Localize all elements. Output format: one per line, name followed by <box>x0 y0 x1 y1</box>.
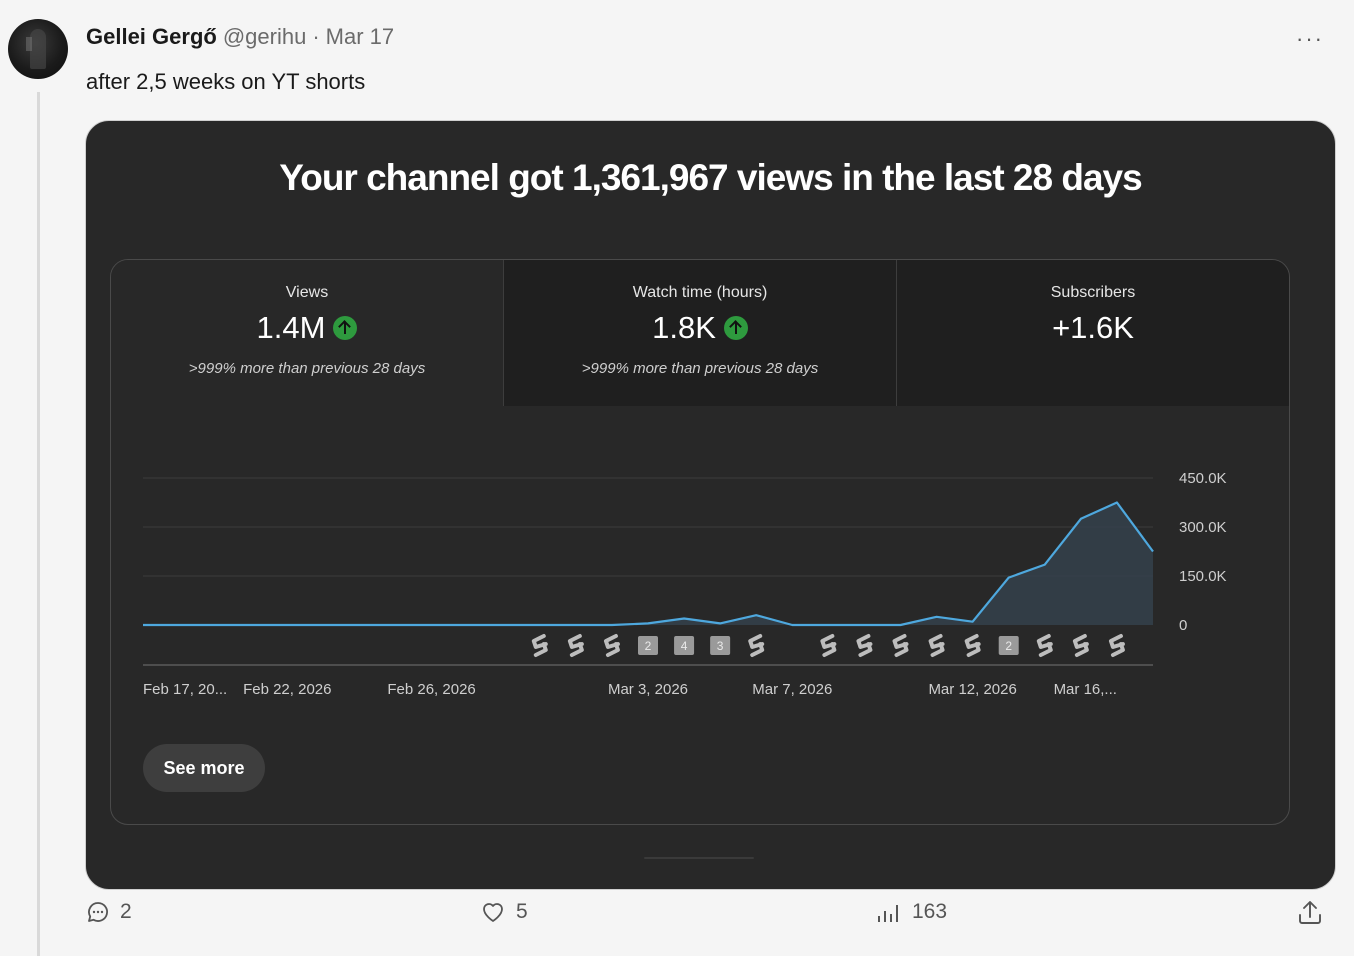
comment-icon <box>88 902 108 922</box>
y-tick-label: 150.0K <box>1179 568 1227 585</box>
view-count: 163 <box>912 900 948 923</box>
trend-up-icon <box>723 316 748 340</box>
stat-value: 1.4M <box>111 310 503 346</box>
stat-label: Subscribers <box>1050 284 1136 301</box>
shorts-icon <box>748 634 765 657</box>
views-action[interactable]: 163 <box>876 900 947 924</box>
stats-row: Views 1.4M >999% more than previous 28 d… <box>111 260 1289 406</box>
x-tick-label: Mar 16,... <box>1054 681 1117 698</box>
shorts-icon <box>928 634 945 657</box>
like-count: 5 <box>516 900 528 923</box>
stat-label: Views <box>285 284 329 301</box>
shorts-icon <box>892 634 909 657</box>
see-more-button[interactable]: See more <box>143 744 265 792</box>
header-separator: · <box>312 24 320 49</box>
y-tick-label: 0 <box>1179 617 1187 634</box>
views-chart: 0 150.0K 300.0K 450.0K 2 4 3 2 Feb 17, 20... Feb … <box>143 470 1227 698</box>
reply-action[interactable]: 2 <box>86 900 132 924</box>
shorts-icon <box>1108 634 1125 657</box>
upload-count-marker <box>638 636 658 655</box>
bar-chart-icon <box>878 905 898 922</box>
stat-value: 1.8K <box>504 310 896 346</box>
shorts-icon <box>820 634 837 657</box>
y-tick-label: 450.0K <box>1179 470 1227 487</box>
share-icon <box>1299 901 1321 924</box>
upload-count-label: 3 <box>717 639 724 653</box>
avatar[interactable] <box>8 19 68 79</box>
upload-count-marker <box>710 636 731 655</box>
stat-value: +1.6K <box>897 310 1289 346</box>
heart-icon <box>483 903 503 922</box>
shorts-icon <box>603 634 620 657</box>
share-action[interactable] <box>1297 900 1323 926</box>
stat-watch-time[interactable]: Watch time (hours) 1.8K >999% more than … <box>504 260 897 406</box>
thread-line <box>37 92 40 956</box>
upload-count-marker <box>998 636 1019 655</box>
post-date[interactable]: Mar 17 <box>325 24 395 49</box>
shorts-icon <box>1036 634 1053 657</box>
shorts-icon <box>964 634 981 657</box>
scroll-indicator <box>644 857 754 859</box>
shorts-icon <box>531 634 548 657</box>
series-area <box>143 502 1153 625</box>
reply-count: 2 <box>120 900 132 923</box>
x-tick-label: Mar 3, 2026 <box>608 681 688 698</box>
x-tick-label: Feb 26, 2026 <box>387 681 475 698</box>
x-tick-label: Mar 12, 2026 <box>928 681 1016 698</box>
post-text: after 2,5 weeks on YT shorts <box>86 69 366 94</box>
post-actions: 2 5 163 <box>0 900 1354 936</box>
trend-up-icon <box>333 316 358 340</box>
shorts-icon <box>856 634 873 657</box>
upload-count-marker <box>674 636 695 655</box>
stat-number: 1.4M <box>256 310 326 345</box>
author-name[interactable]: Gellei Gergő <box>86 24 217 49</box>
more-options-icon[interactable]: ··· <box>1296 26 1324 51</box>
stat-label: Watch time (hours) <box>632 284 768 301</box>
stat-subscribers[interactable]: Subscribers +1.6K <box>897 260 1289 406</box>
stat-number: 1.8K <box>652 310 716 345</box>
x-tick-label: Mar 7, 2026 <box>752 681 832 698</box>
x-tick-label: Feb 22, 2026 <box>243 681 331 698</box>
upload-count-label: 2 <box>645 639 652 653</box>
like-action[interactable]: 5 <box>480 900 528 924</box>
card-title: Your channel got 1,361,967 views in the … <box>279 157 1142 198</box>
analytics-panel: Views 1.4M >999% more than previous 28 d… <box>110 259 1290 825</box>
stat-comparison: >999% more than previous 28 days <box>581 360 819 377</box>
stat-number: +1.6K <box>1052 310 1134 345</box>
upload-count-label: 2 <box>1005 639 1012 653</box>
y-tick-label: 300.0K <box>1179 519 1227 536</box>
attached-image-card[interactable]: Your channel got 1,361,967 views in the … <box>85 120 1336 890</box>
upload-count-label: 4 <box>681 639 688 653</box>
shorts-icon <box>1072 634 1089 657</box>
author-handle[interactable]: @gerihu <box>222 24 307 49</box>
stat-views[interactable]: Views 1.4M >999% more than previous 28 d… <box>111 260 504 406</box>
x-tick-label: Feb 17, 20... <box>143 681 227 698</box>
shorts-icon <box>567 634 584 657</box>
post-header: Gellei Gergő @gerihu · Mar 17 <box>86 24 394 50</box>
series-line <box>143 501 1154 627</box>
stat-comparison: >999% more than previous 28 days <box>188 360 426 377</box>
